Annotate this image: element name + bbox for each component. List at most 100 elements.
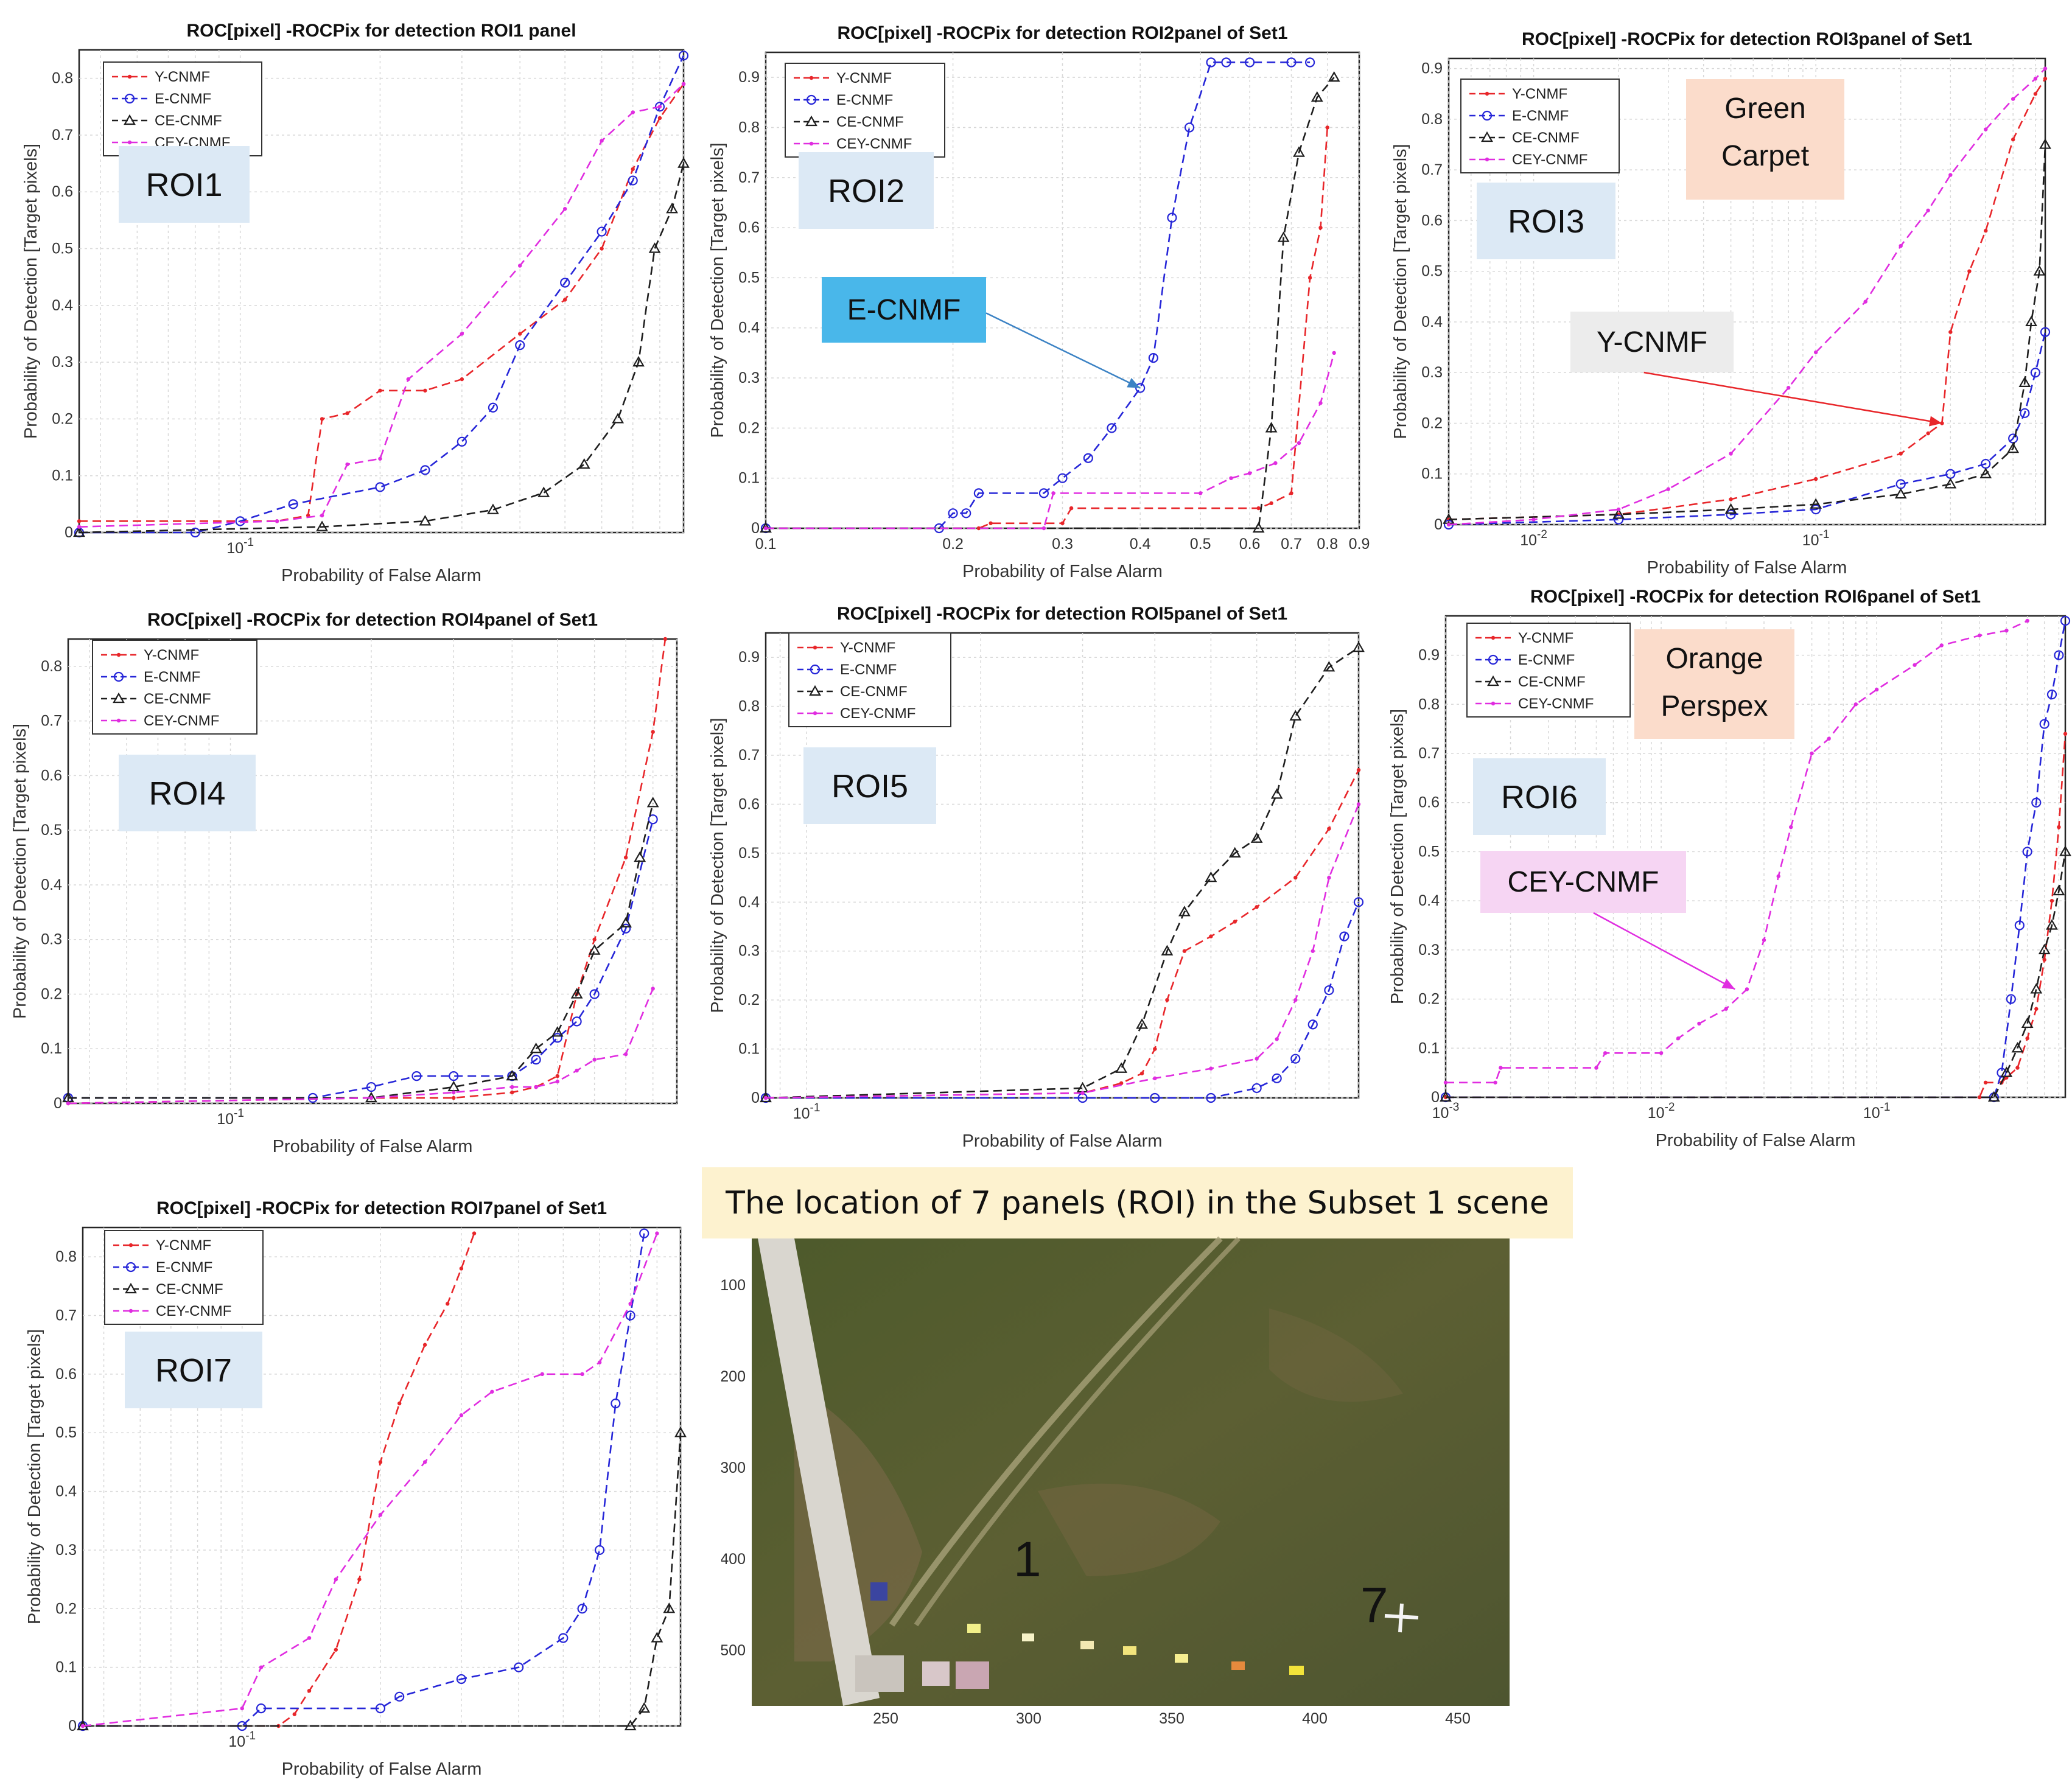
legend-label: CE-CNMF [836,114,904,130]
y-tick-label: 0.2 [1421,414,1443,431]
data-point [575,1068,579,1073]
data-point [651,730,655,734]
series-cey-cnmf [80,1231,659,1728]
roc-chart-roi1: 0 0.1 0.2 0.3 0.4 0.5 0.6 0.7 0.8 10-1 ROC[pixel] … [0,0,691,596]
data-point [1233,920,1237,924]
y-axis-label: Probability of Detection [Target pixels] [1388,709,1407,1004]
data-point [510,1090,514,1095]
data-point [1307,1019,1318,1030]
data-point [562,298,567,302]
x-tick-label: 10-1 [793,1102,821,1122]
data-point [654,102,665,112]
series-line [765,803,1360,1099]
data-point [1487,675,1499,686]
series-y-cnmf [80,1231,477,1728]
data-point [490,1389,494,1394]
series-ce-cnmf [1443,138,2051,524]
y-tick-label: 0.3 [738,943,760,960]
chart-svg: 0 0.1 0.2 0.3 0.4 0.5 0.6 0.7 0.8 10-1 ROC[pixel] … [21,21,690,585]
legend-label: CE-CNMF [155,113,222,129]
series-line [83,1233,645,1727]
data-point [651,1632,663,1643]
data-point [1293,997,1298,1002]
data-point [1697,1021,1701,1026]
data-point [1325,125,1329,130]
series-line [1446,620,2067,1099]
roc-chart-roi3: 0 0.1 0.2 0.3 0.4 0.5 0.6 0.7 0.8 0.9 10-2 10-1 ROC[… [1376,0,2072,596]
data-point [1139,1071,1144,1075]
data-point [334,1647,338,1652]
data-point [378,388,382,393]
callout-box: CEY-CNMF [1480,851,1735,990]
data-point [1289,710,1302,721]
legend-label: CE-CNMF [144,691,211,707]
data-point [530,1043,542,1053]
series-y-cnmf [1443,732,2068,1100]
data-point [611,1398,621,1409]
data-point [2043,77,2048,81]
series-cey-cnmf [1443,618,2029,1085]
legend-label: CEY-CNMF [1518,696,1594,712]
data-point [1311,949,1315,953]
data-point [2034,1007,2039,1011]
data-point [2054,650,2064,660]
data-point [1272,1073,1282,1083]
data-point [452,1095,456,1100]
data-point [1198,491,1203,495]
data-point [1724,503,1737,514]
data-point [378,1460,383,1464]
data-point [116,718,121,723]
series-cey-cnmf [763,351,1336,531]
y-tick-label: 0.9 [738,649,760,666]
data-point [1205,871,1217,882]
data-point [127,140,132,145]
y-tick-label: 0.7 [41,713,62,730]
data-point [1060,521,1065,525]
callout-label: E-CNMF [847,294,961,326]
data-point [2043,66,2048,71]
data-point [578,458,590,469]
data-point [623,855,628,860]
data-point [1290,1053,1301,1064]
data-point [1776,874,1780,878]
y-tick-label: 0.7 [52,127,73,144]
data-point [259,1665,264,1669]
data-point [1083,453,1093,463]
data-point [551,1026,564,1037]
scene-building [855,1655,904,1692]
y-tick-label: 0.1 [52,467,73,484]
series-line [68,988,654,1105]
data-point [1323,661,1335,672]
y-tick-label: 0.6 [738,795,760,812]
data-point [1297,441,1301,445]
data-point [127,74,132,79]
data-point [1939,643,1944,648]
scene-white-cross [1384,1603,1419,1633]
data-point [537,486,550,497]
y-tick-label: 0.1 [1418,1039,1440,1057]
data-point [1499,1066,1503,1070]
chart-svg: 0 0.1 0.2 0.3 0.4 0.5 0.6 0.7 0.8 10-1 ROC[pixel] … [10,610,678,1156]
data-point [1080,1091,1085,1095]
data-point [1977,634,1982,638]
data-point [460,332,464,336]
y-axis-label: Probability of Detection [Target pixels] [708,142,727,438]
data-point [1787,385,1791,390]
legend-label: CEY-CNMF [1512,152,1587,168]
data-point [2060,615,2071,626]
y-axis-label: Probability of Detection [Target pixels] [1391,144,1410,439]
data-point [1265,422,1278,433]
data-point [809,685,821,696]
data-point [369,1095,374,1100]
data-point [316,520,328,531]
data-point [1069,506,1074,511]
roi-label-box: ROI2 [799,152,934,229]
scene-dirt-patch [1038,1483,1220,1576]
data-point [1899,452,1903,456]
data-point [235,516,245,526]
material-label-bg [1686,79,1844,200]
data-point [1724,1007,1728,1011]
scene-y-tick: 500 [721,1642,746,1659]
data-point [1810,751,1814,756]
data-point [1318,225,1323,230]
